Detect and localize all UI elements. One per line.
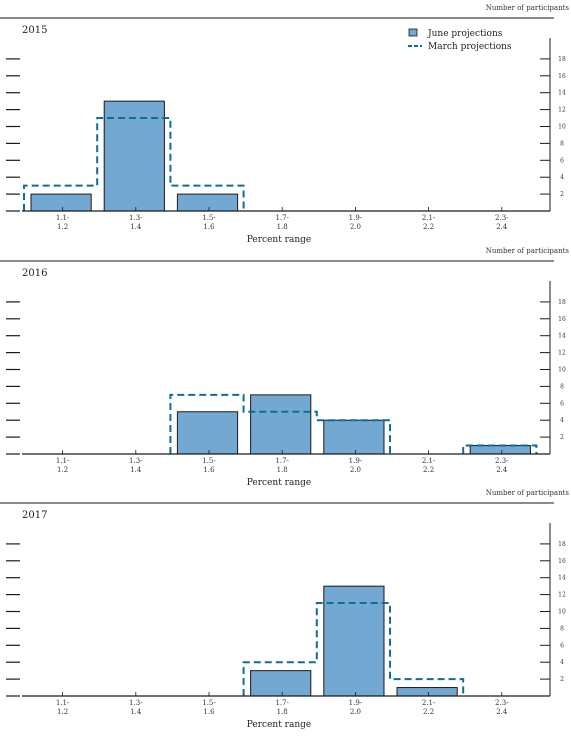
legend-june-swatch [408,28,418,37]
march-outline [23,117,245,211]
x-tick-label: 1.1- [56,214,70,222]
y-tick-label: 10 [558,124,566,131]
panel-title: 2015 [22,25,47,36]
y-tick-label: 16 [558,558,566,565]
y-tick-label: 12 [558,592,566,599]
x-tick-label-line2: 1.8 [277,708,288,716]
y-tick-label: 4 [560,659,564,666]
june-bar [323,585,385,697]
panel-2016: Number of participants 2016 2 4 6 8 10 12 14 16 18… [0,247,569,488]
x-axis-title: Percent range [247,478,311,488]
x-tick-label-line2: 1.4 [130,223,142,231]
x-tick-label: 1.1- [56,457,70,465]
panel-2017: Number of participants 2017 2 4 6 8 10 12 14 16 18… [0,489,569,730]
x-tick-label: 1.9- [349,699,363,707]
x-tick-label-line2: 2.2 [423,466,434,474]
x-tick-label: 1.9- [349,457,363,465]
x-tick-label-line2: 2.2 [423,708,434,716]
x-tick-label: 2.3- [495,699,509,707]
x-tick-label: 2.3- [495,457,509,465]
x-tick-label-line2: 1.2 [57,223,68,231]
x-tick-label: 1.5- [202,699,216,707]
june-bar [250,670,312,697]
x-tick-label: 2.1- [422,214,436,222]
june-bar [103,100,165,212]
y-tick-label: 8 [560,625,564,632]
x-tick-label-line2: 2.2 [423,223,434,231]
x-tick-label: 1.7- [275,214,289,222]
panel-title: 2016 [22,268,47,279]
legend: June projections March projections [408,28,512,52]
x-tick-label: 1.9- [349,214,363,222]
x-tick-label-line2: 2.0 [350,466,361,474]
y-tick-label: 14 [558,333,566,340]
x-tick-label: 1.1- [56,699,70,707]
x-tick-label-line2: 1.6 [203,708,215,716]
x-tick-label-line2: 2.0 [350,708,361,716]
june-bar [469,445,531,455]
x-tick-label-line2: 1.4 [130,466,142,474]
x-tick-label: 1.7- [275,457,289,465]
legend-march-label: March projections [428,42,512,52]
x-axis-title: Percent range [247,235,311,245]
june-bar [396,687,458,697]
x-tick-label: 2.1- [422,457,436,465]
x-tick-label-line2: 1.4 [130,708,142,716]
march-outline [242,602,465,696]
y-tick-label: 18 [558,56,566,63]
x-tick-label-line2: 2.4 [496,708,508,716]
x-tick-label-line2: 1.8 [277,466,288,474]
june-bar [176,193,239,212]
panel-2015: Number of participants 2015 2 4 6 8 10 12 14 16 18… [0,4,569,245]
participants-label: Number of participants [486,4,570,12]
x-tick-label: 1.3- [129,699,143,707]
x-tick-label-line2: 1.6 [203,466,215,474]
y-tick-label: 2 [560,434,564,441]
y-tick-label: 2 [560,676,564,683]
x-tick-label-line2: 1.2 [57,708,68,716]
y-tick-label: 16 [558,73,566,80]
x-tick-label-line2: 2.0 [350,223,361,231]
y-tick-label: 6 [560,157,564,164]
x-axis-title: Percent range [247,720,311,730]
y-tick-label: 14 [558,575,566,582]
y-tick-label: 18 [558,299,566,306]
june-bar [250,394,312,455]
x-tick-label-line2: 2.4 [496,466,508,474]
y-tick-label: 8 [560,140,564,147]
x-tick-label: 1.5- [202,214,216,222]
x-tick-label: 2.1- [422,699,436,707]
x-tick-label: 1.3- [129,457,143,465]
x-tick-label-line2: 2.4 [496,223,508,231]
x-tick-label-line2: 1.8 [277,223,288,231]
y-tick-label: 18 [558,541,566,548]
june-bar [323,419,385,455]
y-tick-label: 12 [558,350,566,357]
y-tick-label: 10 [558,367,566,374]
x-tick-label-line2: 1.2 [57,466,68,474]
y-tick-label: 8 [560,383,564,390]
legend-june-label: June projections [427,29,503,39]
march-outline [169,393,538,454]
june-bar [176,411,239,455]
x-tick-label: 1.7- [275,699,289,707]
y-tick-label: 16 [558,316,566,323]
y-tick-label: 4 [560,417,564,424]
y-tick-label: 10 [558,609,566,616]
panel-title: 2017 [22,510,47,521]
x-tick-label: 2.3- [495,214,509,222]
participants-label: Number of participants [486,247,570,255]
june-bar [30,193,92,212]
y-tick-label: 2 [560,191,564,198]
x-tick-label: 1.3- [129,214,143,222]
x-tick-label-line2: 1.6 [203,223,215,231]
x-tick-label: 1.5- [202,457,216,465]
y-tick-label: 14 [558,90,566,97]
y-tick-label: 6 [560,400,564,407]
participants-label: Number of participants [486,489,570,497]
y-tick-label: 12 [558,107,566,114]
y-tick-label: 4 [560,174,564,181]
y-tick-label: 6 [560,642,564,649]
